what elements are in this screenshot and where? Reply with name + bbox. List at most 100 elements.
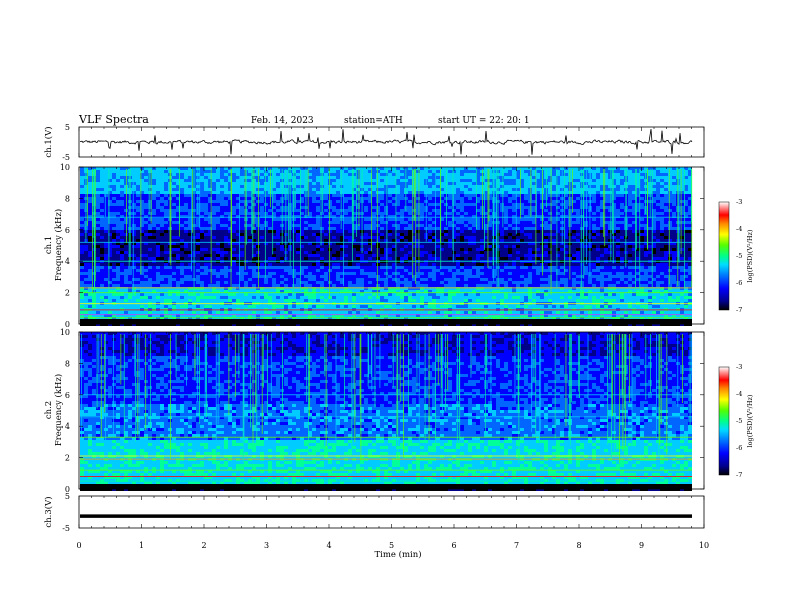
spectrogram-cell (112, 257, 116, 260)
spectrogram-cell (620, 176, 624, 179)
spectrogram-cell (600, 257, 604, 260)
spectrogram-cell (216, 239, 220, 242)
spectrogram-cell (596, 236, 600, 239)
spectrogram-cell (616, 239, 620, 242)
spectrogram-cell (104, 209, 108, 212)
spectrogram-cell (104, 206, 108, 209)
spectrogram-cell (296, 221, 300, 224)
spectrogram-cell (392, 212, 396, 215)
spectrogram-cell (508, 179, 512, 182)
spectrogram-cell (212, 188, 216, 191)
spectrogram-cell (164, 179, 168, 182)
spectrogram-cell (336, 245, 340, 248)
spectrogram-cell (112, 233, 116, 236)
spectrogram-cell (408, 176, 412, 179)
spectrogram-cell (648, 221, 652, 224)
spectrogram-cell (488, 236, 492, 239)
spectrogram-cell (96, 170, 100, 173)
spectrogram-cell (372, 170, 376, 173)
spectrogram-cell (640, 233, 644, 236)
spectrogram-cell (600, 245, 604, 248)
spectrogram-cell (620, 194, 624, 197)
spectrogram-cell (96, 194, 100, 197)
spectrogram-cell (524, 200, 528, 203)
spectrogram-cell (528, 218, 532, 221)
spectrogram-cell (596, 245, 600, 248)
spectrogram-cell (616, 251, 620, 254)
spectrogram-cell (180, 203, 184, 206)
header-start-time: start UT = 22: 20: 1 (438, 116, 530, 126)
spectrogram-cell (240, 218, 244, 221)
spectrogram-cell (304, 236, 308, 239)
spectrogram-cell (424, 257, 428, 260)
spectrogram-cell (212, 233, 216, 236)
spectrogram-cell (380, 191, 384, 194)
spectrogram-cell (372, 167, 376, 170)
spectrogram-cell (184, 212, 188, 215)
spectrogram-cell (500, 173, 504, 176)
spectrogram-cell (212, 167, 216, 170)
spectrogram-cell (240, 200, 244, 203)
spectrogram-cell (136, 185, 140, 188)
spectrogram-cell (664, 182, 668, 185)
spectrogram-cell (136, 233, 140, 236)
spectrogram-cell (460, 251, 464, 254)
spectrogram-cell (660, 197, 664, 200)
spectrogram-cell (464, 179, 468, 182)
spectrogram-cell (204, 230, 208, 233)
spectrogram-cell (264, 200, 268, 203)
spectrogram-cell (120, 227, 124, 230)
spectrogram-cell (668, 197, 672, 200)
spectrogram-cell (304, 221, 308, 224)
spectrogram-cell (212, 191, 216, 194)
spectrogram-cell (212, 206, 216, 209)
spectrogram-cell (112, 188, 116, 191)
spectrogram-cell (200, 185, 204, 188)
spectrogram-cell (292, 251, 296, 254)
spectrogram-cell (204, 194, 208, 197)
spectrogram-cell (336, 191, 340, 194)
spectrogram-cell (240, 224, 244, 227)
spectrogram-cell (428, 200, 432, 203)
spectrogram-cell (184, 233, 188, 236)
spectrogram-cell (428, 248, 432, 251)
spectrogram-cell (680, 179, 684, 182)
spectrogram-cell (608, 185, 612, 188)
spectrogram-cell (572, 221, 576, 224)
spectrogram-cell (80, 221, 84, 224)
spectrogram-cell (508, 170, 512, 173)
spectrogram-cell (488, 254, 492, 257)
spectrogram-cell (200, 176, 204, 179)
spectrogram-cell (392, 254, 396, 257)
spectrogram-cell (664, 188, 668, 191)
spectrogram-cell (584, 257, 588, 260)
spectrogram-cell (660, 248, 664, 251)
spectrogram-cell (620, 167, 624, 170)
spectrogram-cell (532, 173, 536, 176)
spectrogram-cell (148, 254, 152, 257)
spectrogram-cell (296, 200, 300, 203)
spectrogram-cell (348, 185, 352, 188)
spectrogram-cell (416, 248, 420, 251)
spectrogram-cell (144, 227, 148, 230)
spectrogram-cell (648, 230, 652, 233)
spectrogram-cell (348, 239, 352, 242)
spectrogram-cell (628, 179, 632, 182)
spectrogram-cell (224, 194, 228, 197)
spectrogram-cell (304, 230, 308, 233)
spectrogram-cell (420, 191, 424, 194)
spectrogram-cell (124, 185, 128, 188)
spectrogram-cell (576, 191, 580, 194)
spectrogram-cell (600, 251, 604, 254)
spectrogram-cell (672, 245, 676, 248)
spectrogram-cell (308, 191, 312, 194)
spectrogram-cell (536, 233, 540, 236)
spectrogram-cell (380, 194, 384, 197)
spectrogram-cell (660, 176, 664, 179)
spectrogram-cell (268, 224, 272, 227)
spectrogram-cell (500, 185, 504, 188)
spectrogram-cell (380, 224, 384, 227)
spectrogram-cell (384, 167, 388, 170)
spectrogram-cell (336, 236, 340, 239)
spectrogram-cell (196, 245, 200, 248)
